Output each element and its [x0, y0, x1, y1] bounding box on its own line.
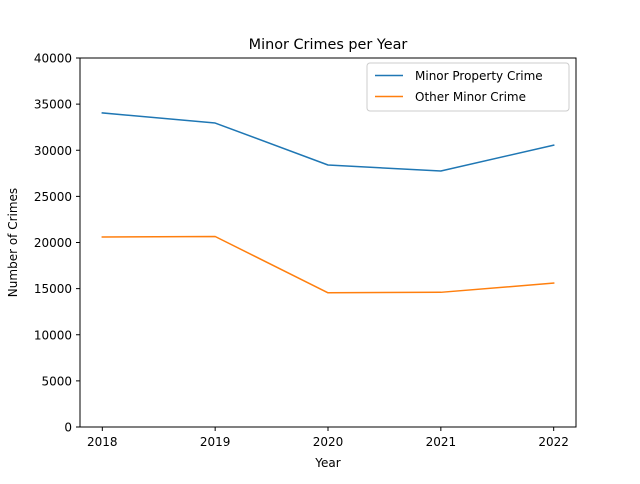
legend-box — [366, 62, 570, 112]
y-tick-label: 35000 — [34, 98, 72, 112]
x-tick-label: 2021 — [426, 435, 457, 449]
y-tick-label: 40000 — [34, 52, 72, 66]
x-tick-label: 2018 — [87, 435, 118, 449]
y-tick-label: 25000 — [34, 190, 72, 204]
x-tick-label: 2022 — [538, 435, 569, 449]
x-tick-label: 2020 — [313, 435, 344, 449]
y-tick-label: 15000 — [34, 282, 72, 296]
y-tick-label: 20000 — [34, 236, 72, 250]
x-axis-label: Year — [314, 456, 340, 470]
series-line-minor-property-crime — [101, 112, 555, 172]
y-tick-label: 0 — [64, 421, 72, 435]
x-tick-label: 2019 — [200, 435, 231, 449]
y-axis-label: Number of Crimes — [6, 188, 20, 297]
x-axis-ticks: 2018 2019 2020 2021 2022 — [87, 427, 569, 449]
y-axis-ticks: 0 5000 10000 15000 20000 25000 30000 35000 40000 — [34, 52, 80, 435]
series-line-other-minor-crime — [101, 235, 555, 294]
legend: Minor Property Crime Other Minor Crime — [366, 62, 570, 112]
chart-title: Minor Crimes per Year — [249, 37, 408, 53]
legend-label-minor-property-crime: Minor Property Crime — [415, 69, 543, 83]
y-tick-label: 10000 — [34, 328, 72, 342]
series-layer — [101, 112, 555, 294]
y-tick-label: 30000 — [34, 144, 72, 158]
legend-label-other-minor-crime: Other Minor Crime — [415, 90, 526, 104]
y-tick-label: 5000 — [41, 374, 72, 388]
